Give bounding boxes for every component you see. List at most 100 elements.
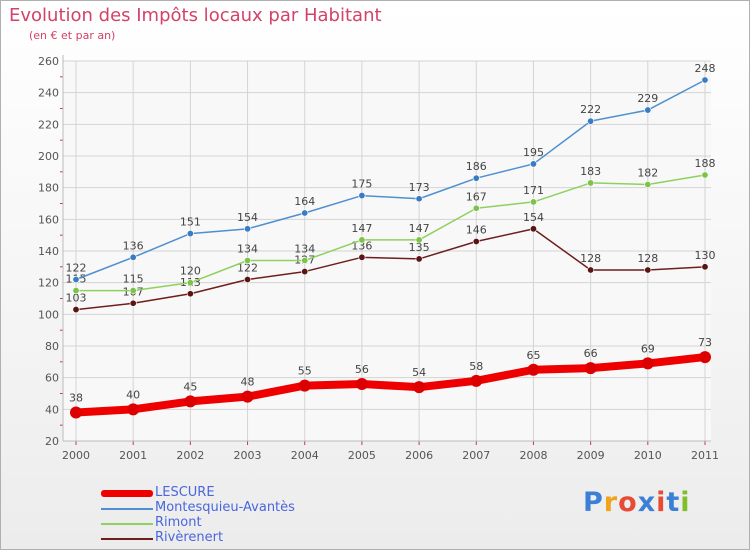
- data-point-rimont-2002: [186, 279, 194, 287]
- x-tick-label-2008: 2008: [519, 449, 547, 462]
- data-label-montesquieu-avantes-2006: 173: [409, 181, 430, 194]
- data-label-rimont-2009: 183: [580, 165, 601, 178]
- data-point-rimont-2009: [587, 179, 595, 187]
- data-point-montesquieu-avantes-2009: [587, 117, 595, 125]
- legend-label-montesquieu: Montesquieu-Avantès: [155, 500, 295, 515]
- x-tick-label-2006: 2006: [405, 449, 433, 462]
- data-point-riverenert-2000: [72, 306, 80, 314]
- data-point-rimont-2011: [701, 171, 709, 179]
- data-label-rimont-2008: 171: [523, 184, 544, 197]
- data-point-montesquieu-avantes-2002: [186, 230, 194, 238]
- data-label-rimont-2004: 134: [294, 243, 315, 256]
- data-point-rimont-2007: [472, 204, 480, 212]
- data-label-montesquieu-avantes-2000: 122: [66, 262, 87, 275]
- legend-swatch-montesquieu: [101, 508, 153, 510]
- data-label-montesquieu-avantes-2005: 175: [351, 178, 372, 191]
- data-point-lescure-2000: [70, 406, 82, 419]
- y-tick-label-220: 220: [38, 118, 59, 131]
- data-label-riverenert-2011: 130: [695, 249, 716, 262]
- data-label-lescure-2008: 65: [526, 349, 540, 362]
- y-tick-label-260: 260: [38, 55, 59, 68]
- data-label-lescure-2005: 56: [355, 363, 369, 376]
- data-point-lescure-2008: [527, 363, 540, 376]
- series-line-lescure: [72, 353, 709, 417]
- data-point-rimont-2010: [644, 181, 652, 189]
- data-point-rimont-2004: [301, 256, 309, 264]
- series-line-rimont: [75, 174, 706, 292]
- y-tick-label-240: 240: [38, 87, 59, 100]
- x-tick-label-2004: 2004: [291, 449, 319, 462]
- y-tick-label-200: 200: [38, 150, 59, 163]
- data-label-lescure-2006: 54: [412, 366, 426, 379]
- x-tick-label-2007: 2007: [462, 449, 490, 462]
- y-tick-label-180: 180: [38, 182, 59, 195]
- data-point-montesquieu-avantes-2008: [529, 160, 537, 168]
- data-point-lescure-2005: [355, 378, 368, 390]
- data-point-rimont-2000: [72, 287, 80, 295]
- chart-title: Evolution des Impôts locaux par Habitant: [9, 5, 382, 26]
- data-label-rimont-2005: 147: [351, 222, 372, 235]
- data-point-rimont-2005: [358, 236, 366, 244]
- data-label-rimont-2010: 182: [637, 167, 658, 180]
- data-point-lescure-2002: [184, 395, 197, 408]
- x-tick-label-2000: 2000: [62, 449, 90, 462]
- data-point-riverenert-2002: [186, 290, 194, 298]
- data-point-rimont-2006: [415, 236, 423, 244]
- data-point-rimont-2003: [244, 256, 252, 264]
- data-label-montesquieu-avantes-2008: 195: [523, 146, 544, 159]
- legend-label-riverenert: Rivèrenert: [155, 530, 224, 545]
- data-label-lescure-2007: 58: [469, 360, 483, 373]
- data-point-montesquieu-avantes-2006: [415, 195, 423, 203]
- data-point-lescure-2001: [127, 403, 140, 416]
- data-point-riverenert-2001: [129, 299, 137, 307]
- data-label-lescure-2009: 66: [584, 347, 598, 360]
- data-point-riverenert-2004: [301, 268, 309, 276]
- data-point-riverenert-2003: [244, 275, 252, 283]
- data-label-riverenert-2008: 154: [523, 211, 544, 224]
- data-label-rimont-2001: 115: [123, 273, 144, 286]
- data-point-lescure-2011: [699, 351, 711, 364]
- data-label-montesquieu-avantes-2001: 136: [123, 239, 144, 252]
- legend-label-lescure: LESCURE: [155, 485, 215, 500]
- data-point-riverenert-2009: [587, 266, 595, 274]
- proxiti-logo: Proxiti: [583, 487, 691, 518]
- data-label-lescure-2002: 45: [183, 380, 197, 393]
- data-point-lescure-2006: [413, 381, 426, 394]
- y-tick-label-140: 140: [38, 245, 59, 258]
- y-tick-label-60: 60: [45, 372, 59, 385]
- x-tick-label-2001: 2001: [119, 449, 147, 462]
- x-tick-label-2003: 2003: [234, 449, 262, 462]
- data-point-montesquieu-avantes-2003: [244, 225, 252, 233]
- data-point-riverenert-2005: [358, 253, 366, 261]
- legend-swatch-lescure: [101, 490, 153, 497]
- data-label-montesquieu-avantes-2003: 154: [237, 211, 258, 224]
- data-label-lescure-2003: 48: [241, 376, 255, 389]
- data-point-lescure-2004: [298, 379, 311, 392]
- chart-subtitle: (en € et par an): [29, 29, 116, 42]
- data-label-montesquieu-avantes-2010: 229: [637, 92, 658, 105]
- data-label-montesquieu-avantes-2004: 164: [294, 195, 315, 208]
- data-label-rimont-2003: 134: [237, 243, 258, 256]
- data-point-montesquieu-avantes-2001: [129, 253, 137, 261]
- data-point-riverenert-2010: [644, 266, 652, 274]
- x-tick-label-2002: 2002: [176, 449, 204, 462]
- data-point-rimont-2008: [529, 198, 537, 206]
- legend-label-rimont: Rimont: [155, 515, 202, 530]
- y-tick-label-120: 120: [38, 277, 59, 290]
- data-point-lescure-2007: [470, 374, 483, 387]
- data-label-montesquieu-avantes-2009: 222: [580, 103, 601, 116]
- data-point-lescure-2009: [584, 362, 597, 375]
- y-tick-label-40: 40: [45, 403, 59, 416]
- data-point-lescure-2003: [241, 390, 254, 403]
- series-line-montesquieu-avantes: [75, 79, 706, 281]
- x-tick-label-2011: 2011: [691, 449, 719, 462]
- data-label-montesquieu-avantes-2011: 248: [695, 62, 716, 75]
- x-tick-label-2005: 2005: [348, 449, 376, 462]
- data-point-montesquieu-avantes-2004: [301, 209, 309, 217]
- data-point-riverenert-2008: [529, 225, 537, 233]
- x-tick-label-2010: 2010: [634, 449, 662, 462]
- x-tick-label-2009: 2009: [577, 449, 605, 462]
- data-label-riverenert-2006: 135: [409, 241, 430, 254]
